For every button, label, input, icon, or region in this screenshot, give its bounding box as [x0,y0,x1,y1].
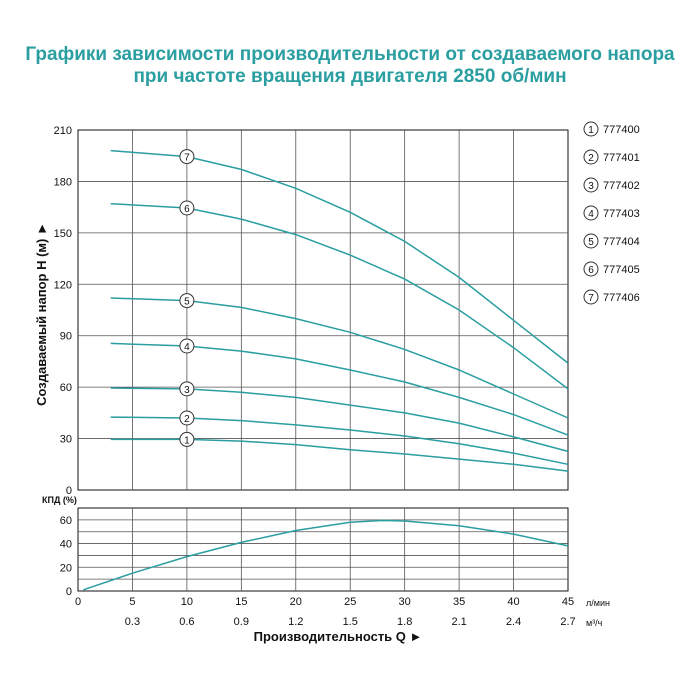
x-axis-label: Производительность Q ► [254,629,423,644]
chart-title-line-1: Графики зависимости производительности о… [25,44,675,65]
x-tick-label: 5 [129,596,135,608]
secondary-x-tick-label: 1.5 [343,616,358,628]
series-marker-label: 6 [184,204,190,215]
efficiency-y-tick-label: 0 [66,586,72,598]
legend-entry-777401: 777401 [603,152,640,164]
secondary-x-tick-label: 2.1 [451,616,466,628]
y-tick-label: 120 [54,279,72,291]
legend-entry-777400: 777400 [603,124,640,136]
secondary-x-tick-label: 0.9 [234,616,249,628]
series-line-777404 [110,297,569,419]
y-tick-label: 180 [54,176,72,188]
legend-marker-5 [583,233,599,249]
legend-marker-1 [583,121,599,137]
series-marker-1 [179,431,195,447]
series-marker-label: 1 [184,435,190,446]
legend-entry-777404: 777404 [603,236,640,248]
x-tick-label: 0 [75,596,81,608]
series-line-777403 [110,342,569,436]
x-tick-label: 25 [344,596,356,608]
efficiency-line [83,519,569,591]
series-marker-label: 5 [184,297,190,308]
x-tick-label: 20 [290,596,302,608]
legend-marker-label: 1 [588,125,594,136]
efficiency-axis-label: КПД (%) [42,495,77,505]
legend-entry-777405: 777405 [603,264,640,276]
secondary-x-tick-label: 2.7 [560,616,575,628]
head-chart: 0 30 60 90 120 150 180 210 1 2 3 4 5 6 7 [54,125,569,497]
legend-marker-7 [583,289,599,305]
series-marker-2 [179,410,195,426]
legend-entry-777406: 777406 [603,292,640,304]
legend-marker-label: 2 [588,153,594,164]
series-marker-6 [179,200,195,216]
secondary-x-tick-label: 1.2 [288,616,303,628]
x-tick-label: 15 [235,596,247,608]
series-marker-4 [179,338,195,354]
legend-marker-label: 3 [588,181,594,192]
series-marker-7 [179,149,195,165]
x-tick-label: 45 [562,596,574,608]
efficiency-y-tick-label: 20 [60,562,72,574]
secondary-x-tick-label: 2.4 [506,616,521,628]
y-tick-label: 210 [54,125,72,137]
efficiency-plot-frame [77,507,569,592]
series-marker-label: 4 [184,342,190,353]
x-unit-label: л/мин [586,598,610,608]
x-tick-label: 35 [453,596,465,608]
secondary-x-unit-label: м³/ч [586,618,603,628]
efficiency-y-tick-label: 40 [60,539,72,551]
series-marker-label: 3 [184,385,190,396]
legend-entry-777402: 777402 [603,180,640,192]
y-tick-label: 0 [66,485,72,497]
head-axis-label: Создаваемый напор H (м) ► [34,222,49,406]
legend-marker-label: 6 [588,265,594,276]
series-marker-label: 2 [184,414,190,425]
secondary-x-tick-label: 1.8 [397,616,412,628]
legend-marker-4 [583,205,599,221]
secondary-x-tick-label: 0.3 [125,616,140,628]
y-tick-label: 90 [60,331,72,343]
y-tick-label: 30 [60,434,72,446]
series-line-777402 [110,387,569,453]
legend: 1 777400 2 777401 3 777402 4 777403 5 777404 6 7774… [583,121,640,305]
legend-entry-777403: 777403 [603,208,640,220]
legend-marker-label: 4 [588,209,594,220]
legend-marker-3 [583,177,599,193]
plot-frame [77,129,569,491]
series-marker-5 [179,293,195,309]
chart-title-line-2: при частоте вращения двигателя 2850 об/м… [133,66,567,87]
series-line-777406 [110,149,569,364]
efficiency-chart: 0 5 10 15 20 25 30 35 40 45 0 20 40 60 0.3 0.6 0.9 1.2 1.5… [60,507,576,628]
y-tick-label: 150 [54,228,72,240]
efficiency-y-tick-label: 60 [60,515,72,527]
series-marker-label: 7 [184,153,190,164]
legend-marker-6 [583,261,599,277]
series-marker-3 [179,381,195,397]
series-line-777400 [110,438,569,472]
series-line-777401 [110,416,569,466]
x-tick-label: 10 [181,596,193,608]
x-tick-label: 30 [399,596,411,608]
x-tick-label: 40 [507,596,519,608]
y-tick-label: 60 [60,382,72,394]
legend-marker-label: 7 [588,293,594,304]
series-line-777405 [110,202,569,390]
secondary-x-tick-label: 0.6 [179,616,194,628]
legend-marker-2 [583,149,599,165]
legend-marker-label: 5 [588,237,594,248]
